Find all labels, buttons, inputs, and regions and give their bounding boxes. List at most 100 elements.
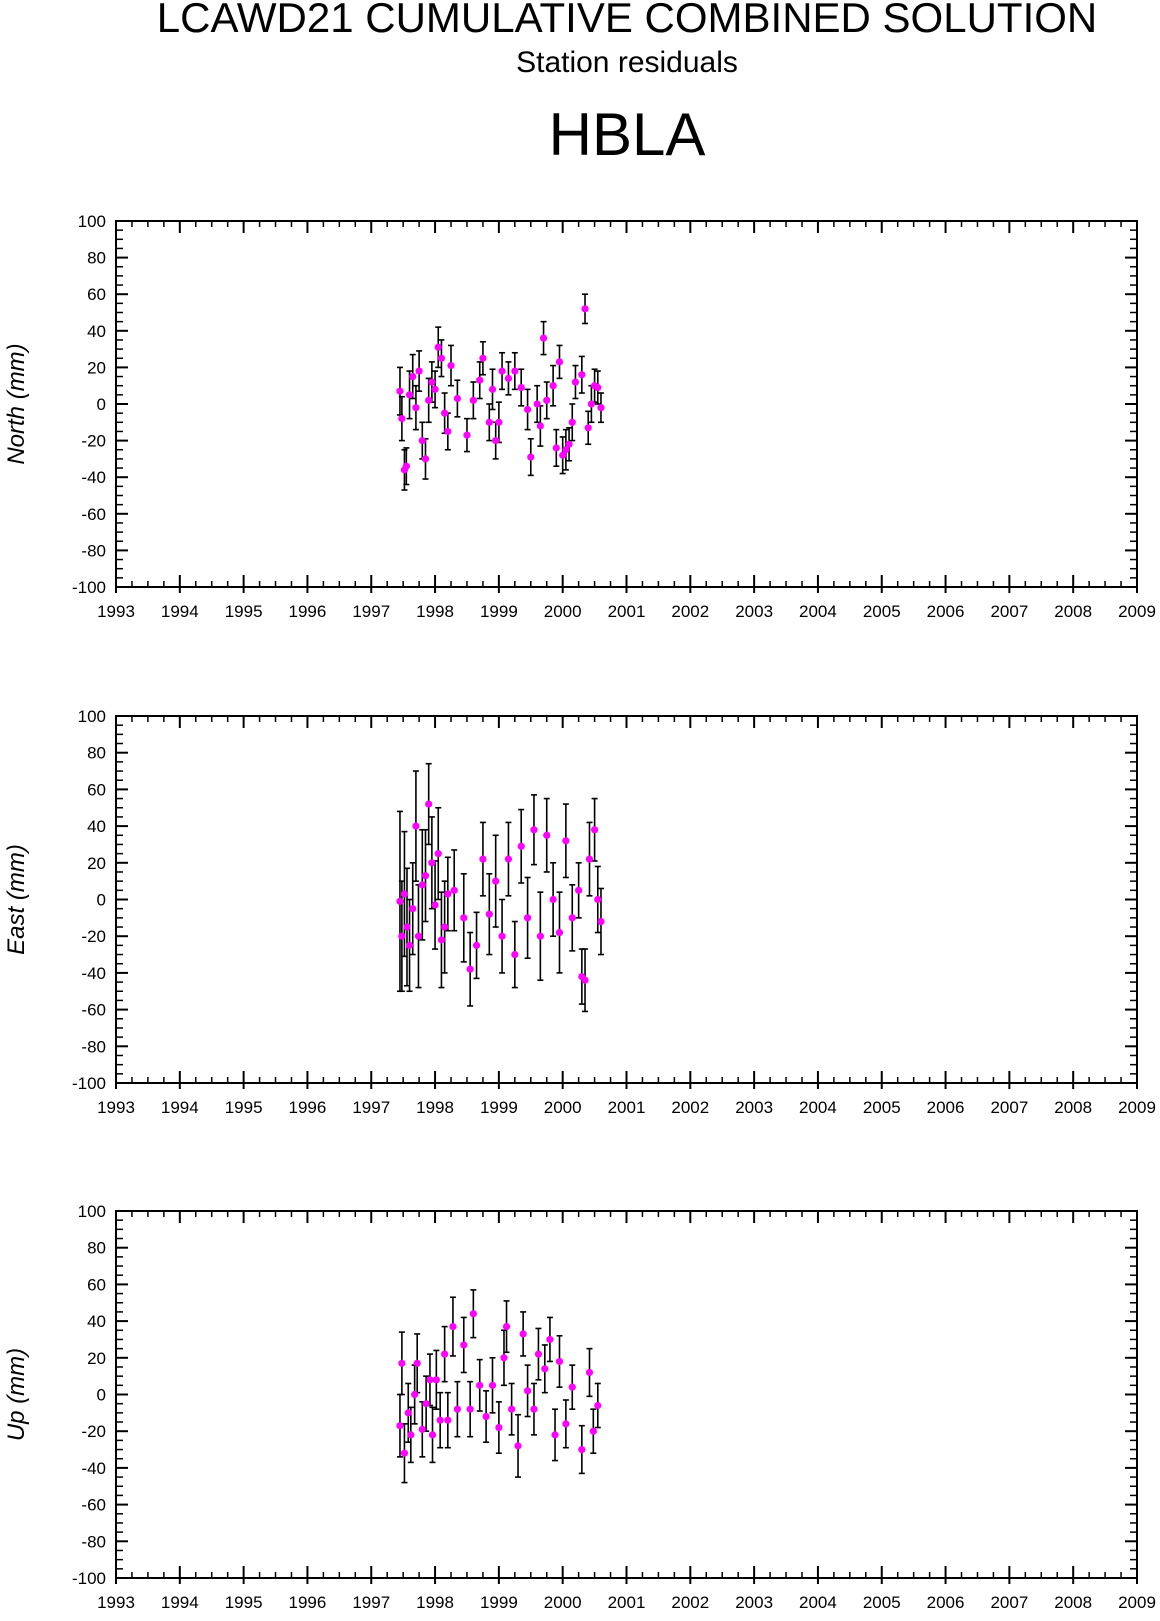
east-panel: 1993 1994 1995 1996 1997 1998 1999 2000 2001 2002… [3,707,1156,1117]
data-point [517,383,525,392]
y-tick-label: 80 [87,744,106,763]
data-point [437,354,446,362]
data-point [431,385,439,393]
x-tick-label: 1999 [480,1593,518,1612]
data-point [463,431,471,439]
y-axis-title: East (mm) [3,844,30,955]
x-tick-label: 2007 [990,1098,1028,1117]
x-tick-label: 2005 [863,602,901,621]
x-tick-label: 1993 [97,1593,135,1612]
data-point [405,941,414,949]
data-point [498,932,506,940]
y-tick-label: -100 [72,1569,106,1588]
data-point [562,1420,570,1428]
y-tick-label: 0 [97,891,106,910]
data-point [568,418,576,426]
y-tick-label: 60 [87,285,106,304]
data-point [517,842,525,850]
y-axis: 100 80 60 40 20 0 -20 -40 -60 -80 -100 [72,1202,1137,1588]
data-point [590,826,599,834]
data-point [431,901,439,909]
x-tick-label: 2009 [1118,602,1156,621]
y-tick-label: 40 [87,322,106,341]
data-point [405,391,414,399]
data-point [411,1390,419,1399]
data-point [485,418,493,426]
x-tick-label: 2003 [735,602,773,621]
data-point [581,976,589,984]
data-point [441,1350,449,1358]
data-point [407,1431,415,1439]
data-point [398,932,406,940]
y-tick-label: 100 [78,212,106,231]
data-point [534,1350,543,1358]
data-point [541,1365,549,1373]
data-point [594,1401,602,1410]
x-tick-label: 2000 [544,602,582,621]
chart-title: LCAWD21 CUMULATIVE COMBINED SOLUTION [157,0,1097,41]
data-point [396,1422,404,1430]
y-tick-label: 80 [87,1239,106,1258]
data-point [425,800,433,808]
data-point [460,1341,468,1349]
x-tick-label: 2002 [671,1593,709,1612]
data-point [511,950,519,959]
data-point [508,1405,516,1413]
data-point [597,917,605,926]
data-point [404,1409,412,1417]
data-point [559,451,567,459]
data-point [436,1416,444,1424]
data-point [444,1416,452,1424]
data-point [488,385,497,393]
x-tick-label: 2009 [1118,1098,1156,1117]
y-tick-label: 0 [97,395,106,414]
data-point [418,881,426,889]
data-point [422,1400,430,1408]
x-axis: 1993 1994 1995 1996 1997 1998 1999 2000 2001 2002… [97,1211,1156,1612]
data-point [469,396,477,404]
x-tick-label: 2002 [671,602,709,621]
data-point [434,850,442,858]
data-point [447,361,455,370]
data-point [441,409,449,417]
x-tick-label: 1998 [416,602,454,621]
data-point [488,1381,497,1389]
x-tick-label: 2006 [927,1098,965,1117]
data-point [472,941,481,949]
x-tick-label: 2008 [1054,1593,1092,1612]
data-point [415,367,423,375]
y-tick-label: -60 [81,505,106,524]
data-point [495,418,503,426]
x-tick-label: 1999 [480,1098,518,1117]
x-tick-label: 2000 [544,1098,582,1117]
y-tick-label: 20 [87,358,106,377]
up-panel: 1993 1994 1995 1996 1997 1998 1999 2000 2001 2002… [3,1202,1156,1612]
data-point [543,396,551,404]
y-tick-label: -40 [81,468,106,487]
data-point [514,1442,522,1450]
x-tick-label: 2009 [1118,1593,1156,1612]
data-point [482,1412,490,1421]
data-point [428,1431,437,1439]
y-axis-title: North (mm) [3,343,30,464]
data-point [584,424,592,432]
y-tick-label: -80 [81,1532,106,1551]
data-point [549,895,557,904]
data-point [426,1376,434,1384]
y-tick-label: -40 [81,1459,106,1478]
y-tick-label: -80 [81,1037,106,1056]
data-point [587,400,596,408]
x-tick-label: 1995 [225,1593,263,1612]
data-point [398,1359,406,1367]
x-tick-label: 2003 [735,1098,773,1117]
data-point [434,343,442,351]
data-point [479,855,487,863]
data-point [589,1427,597,1435]
y-tick-label: -60 [81,1001,106,1020]
x-axis: 1993 1994 1995 1996 1997 1998 1999 2000 2001 2002… [97,221,1156,621]
data-point [492,437,500,445]
data-point [527,453,535,461]
x-tick-label: 2001 [608,1098,646,1117]
data-point [565,440,573,448]
